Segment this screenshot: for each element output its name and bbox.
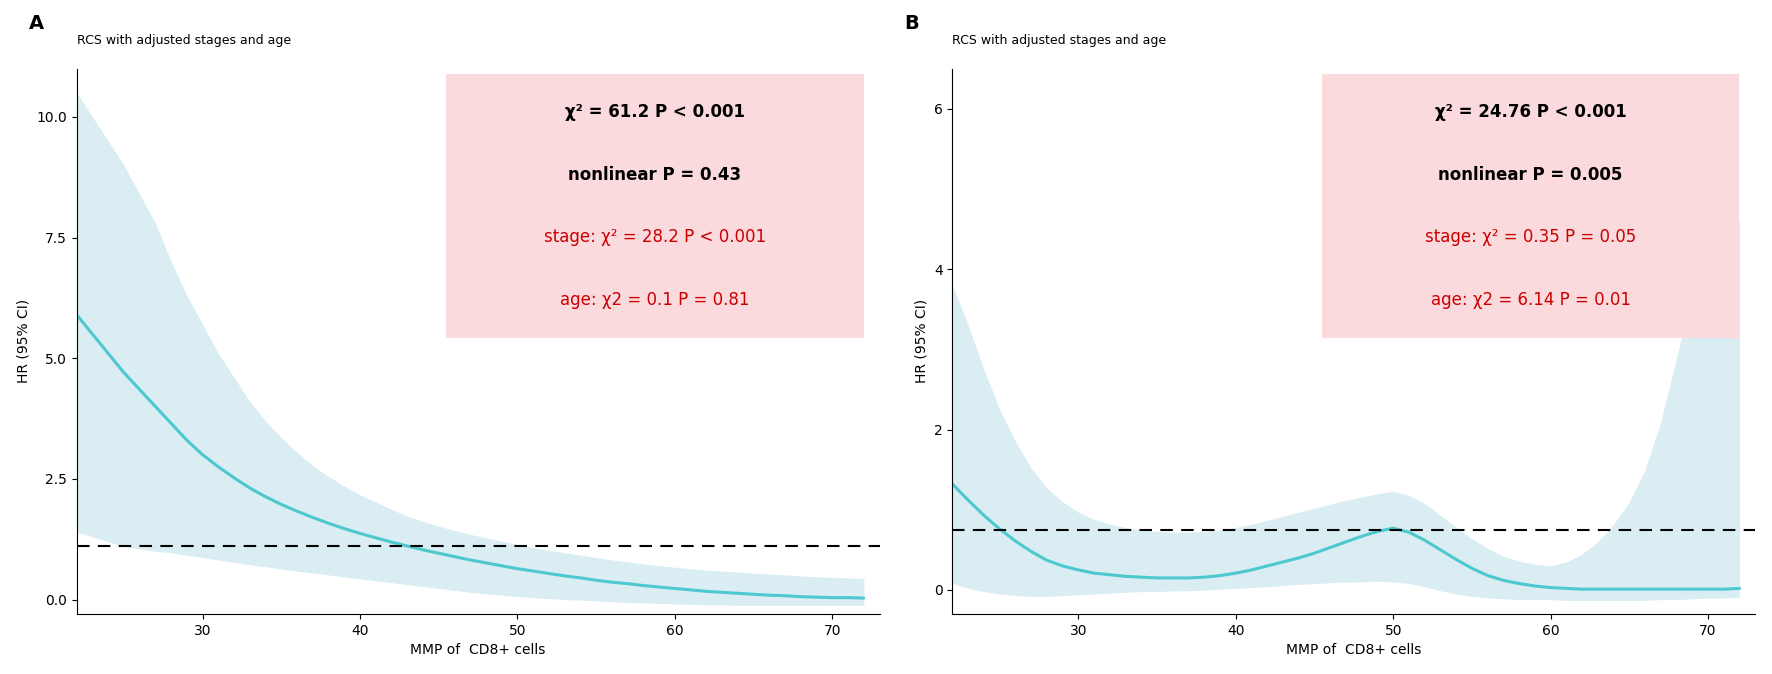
FancyBboxPatch shape bbox=[447, 74, 863, 338]
Y-axis label: HR (95% CI): HR (95% CI) bbox=[914, 299, 929, 384]
FancyBboxPatch shape bbox=[1322, 74, 1740, 338]
Text: χ² = 61.2 P < 0.001: χ² = 61.2 P < 0.001 bbox=[565, 103, 744, 121]
Text: age: χ2 = 6.14 P = 0.01: age: χ2 = 6.14 P = 0.01 bbox=[1430, 291, 1630, 309]
X-axis label: MMP of  CD8+ cells: MMP of CD8+ cells bbox=[411, 644, 546, 657]
X-axis label: MMP of  CD8+ cells: MMP of CD8+ cells bbox=[1286, 644, 1421, 657]
Text: χ² = 24.76 P < 0.001: χ² = 24.76 P < 0.001 bbox=[1435, 103, 1627, 121]
Text: nonlinear P = 0.43: nonlinear P = 0.43 bbox=[569, 166, 741, 183]
Text: nonlinear P = 0.005: nonlinear P = 0.005 bbox=[1439, 166, 1623, 183]
Text: A: A bbox=[28, 14, 44, 33]
Text: RCS with adjusted stages and age: RCS with adjusted stages and age bbox=[76, 34, 291, 47]
Text: RCS with adjusted stages and age: RCS with adjusted stages and age bbox=[953, 34, 1166, 47]
Y-axis label: HR (95% CI): HR (95% CI) bbox=[16, 299, 30, 384]
Text: age: χ2 = 0.1 P = 0.81: age: χ2 = 0.1 P = 0.81 bbox=[560, 291, 750, 309]
Text: B: B bbox=[904, 14, 920, 33]
Text: stage: χ² = 0.35 P = 0.05: stage: χ² = 0.35 P = 0.05 bbox=[1425, 228, 1636, 247]
Text: stage: χ² = 28.2 P < 0.001: stage: χ² = 28.2 P < 0.001 bbox=[544, 228, 766, 247]
